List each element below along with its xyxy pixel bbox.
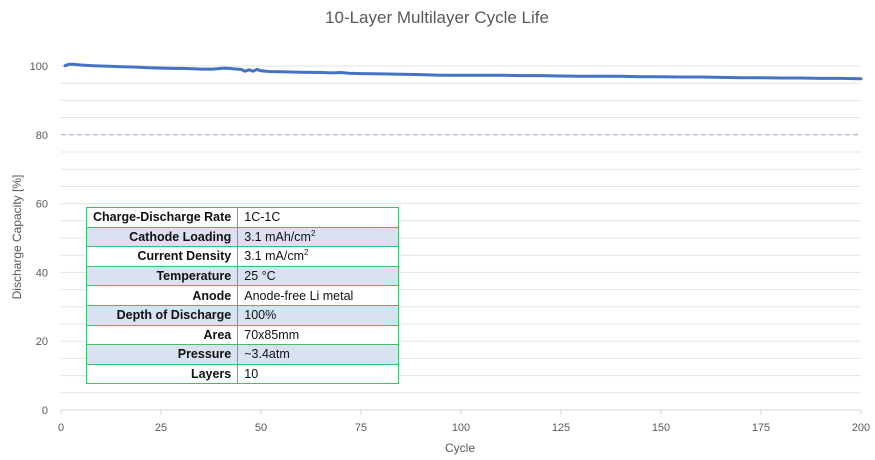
table-value-text: 3.1 mA/cm [244, 249, 304, 264]
x-tick-label: 175 [752, 422, 770, 434]
table-row-label: Current Density [85, 246, 239, 267]
table-value-text: 25 °C [244, 269, 276, 284]
y-tick-label: 60 [36, 199, 48, 211]
y-tick-label: 40 [36, 267, 48, 279]
gridlines [61, 65, 861, 394]
table-row-value: 10 [237, 363, 400, 385]
table-row-label: Temperature [85, 265, 239, 287]
table-row-label: Charge-Discharge Rate [85, 207, 239, 228]
y-tick-label: 100 [30, 61, 48, 73]
table-row-value: 1C-1C [237, 207, 400, 228]
table-row: Depth of Discharge 100% [85, 304, 400, 326]
table-row-label: Layers [85, 363, 239, 385]
unit-superscript: 2 [304, 248, 309, 258]
table-row-label: Anode [85, 285, 239, 306]
x-tick-label: 25 [155, 422, 167, 434]
chart-title: 10-Layer Multilayer Cycle Life [325, 8, 549, 27]
x-tick-label: 100 [452, 422, 470, 434]
table-row-value: 3.1 mAh/cm2 [237, 226, 400, 248]
x-axis-label: Cycle [445, 441, 475, 455]
x-tick-label: 50 [255, 422, 267, 434]
table-value-text: Anode-free Li metal [244, 288, 354, 303]
table-value-text: 100% [244, 308, 277, 323]
table-row: Current Density 3.1 mA/cm2 [85, 246, 400, 267]
test-conditions-table: Charge-Discharge Rate 1C-1C Cathode Loadin… [85, 207, 400, 385]
table-row-label: Area [85, 324, 239, 346]
table-row-value: 70x85mm [237, 324, 400, 346]
table-row-label: Pressure [85, 344, 239, 365]
table-value-text: 70x85mm [244, 327, 300, 342]
y-tick-label: 20 [36, 336, 48, 348]
table-row-value: Anode-free Li metal [237, 285, 400, 306]
y-tick-label: 0 [42, 405, 48, 417]
table-row: Pressure ~3.4atm [85, 344, 400, 365]
table-value-text: 3.1 mAh/cm [244, 229, 311, 244]
table-row-label: Cathode Loading [85, 226, 239, 248]
table-row-label: Depth of Discharge [85, 304, 239, 326]
x-tick-label: 125 [552, 422, 570, 434]
table-row: Cathode Loading 3.1 mAh/cm2 [85, 226, 400, 248]
table-row-value: 3.1 mA/cm2 [237, 246, 400, 267]
unit-superscript: 2 [310, 228, 316, 238]
table-row: Layers 10 [85, 363, 400, 385]
x-tick-label: 0 [58, 422, 64, 434]
table-row: Charge-Discharge Rate 1C-1C [85, 207, 400, 228]
table-value-text: 10 [244, 367, 259, 382]
table-value-text: ~3.4atm [244, 347, 290, 362]
x-tick-label: 150 [652, 422, 670, 434]
table-row-value: 25 °C [237, 265, 400, 287]
x-axis-ticks: 0 25 50 75 100 125 150 175 200 [58, 410, 870, 434]
series-line-discharge-capacity [63, 62, 863, 81]
table-row: Temperature 25 °C [85, 265, 400, 287]
y-axis-label: Discharge Capacity [%] [10, 175, 24, 300]
y-tick-label: 80 [36, 130, 48, 142]
table-row: Anode Anode-free Li metal [85, 285, 400, 306]
x-tick-label: 75 [355, 422, 367, 434]
table-row-value: 100% [237, 304, 400, 326]
y-axis-ticks: 0 20 40 60 80 100 [30, 61, 48, 417]
table-row: Area 70x85mm [85, 324, 400, 346]
table-value-text: 1C-1C [244, 210, 281, 225]
x-tick-label: 200 [852, 422, 870, 434]
table-row-value: ~3.4atm [237, 344, 400, 365]
